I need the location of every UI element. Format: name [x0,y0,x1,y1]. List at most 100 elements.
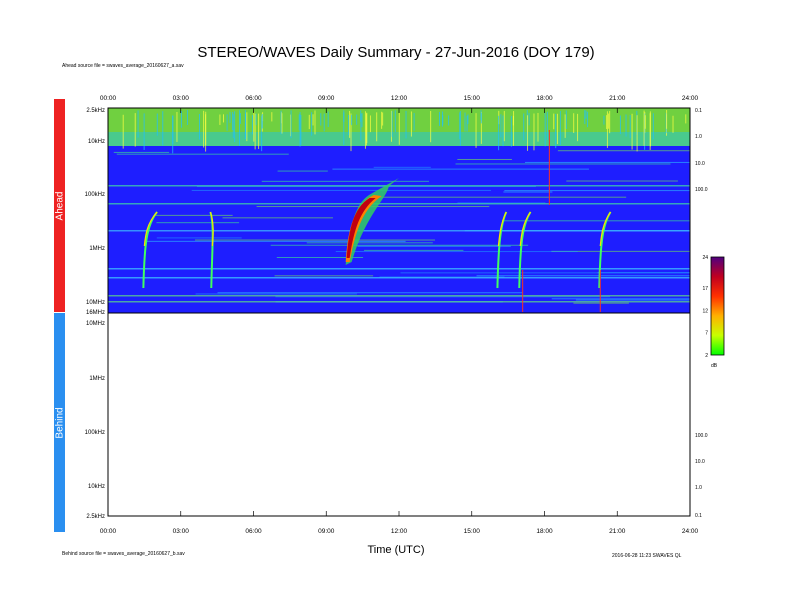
ahead-right-tick-label: 0.1 [695,108,702,114]
noise-line [176,112,178,142]
noise-line [245,114,247,140]
behind-right-tick-label: 10.0 [695,459,705,465]
noise-line [644,113,646,150]
noise-line [608,113,610,129]
noise-streak [195,239,435,241]
noise-line [467,114,469,125]
noise-line [464,112,466,132]
noise-streak [457,202,546,204]
noise-line [232,112,234,130]
noise-line [349,110,351,138]
x-tick-label-top: 12:00 [391,95,408,102]
noise-line [448,115,450,126]
behind-y-tick-label: 10kHz [88,484,105,490]
noise-line [376,112,378,142]
noise-streak [274,275,374,277]
noise-streak [113,151,170,153]
noise-line [556,113,558,145]
noise-streak [196,186,536,188]
noise-line [198,113,200,140]
noise-streak [551,298,690,300]
noise-streak [597,272,690,274]
x-tick-label-top: 09:00 [318,95,335,102]
ahead-y-tick-label: 1MHz [89,246,105,252]
frequency-band [108,301,690,303]
noise-line [398,112,400,145]
ahead-right-tick-label: 1.0 [695,134,702,140]
behind-y-tick-label: 1MHz [89,376,105,382]
noise-streak [332,168,589,170]
noise-line [290,110,292,139]
frequency-band [108,268,690,270]
ahead-vertical-noise [122,110,687,154]
noise-line [271,112,273,122]
noise-line [219,114,221,125]
noise-line [565,110,567,130]
noise-line [466,115,468,132]
ahead-y-tick-label: 16MHz [86,310,105,316]
noise-line [413,113,415,131]
noise-line [281,113,283,134]
noise-streak [222,217,333,219]
noise-streak [557,150,690,152]
noise-line [320,113,322,126]
x-tick-label-top: 18:00 [536,95,553,102]
noise-streak [501,220,690,222]
noise-line [348,114,350,136]
ahead-y-tick-label: 10kHz [88,139,105,145]
colorbar-unit: dB [711,363,718,369]
noise-streak [270,244,529,246]
ahead-radio-bursts [142,130,612,312]
noise-line [587,111,589,128]
noise-line [369,115,371,133]
burst-core [346,198,376,258]
behind-spectrogram [107,312,691,517]
frequency-band [108,185,690,187]
behind-y-tick-label: 10MHz [86,321,105,327]
noise-line [239,113,241,124]
noise-line [311,112,313,136]
page-title: STEREO/WAVES Daily Summary - 27-Jun-2016… [197,44,595,61]
noise-line [238,110,240,146]
noise-line [162,111,164,146]
noise-line [480,110,482,121]
noise-line [410,111,412,137]
noise-line [180,110,182,128]
noise-line [137,110,139,138]
ahead-right-tick-label: 100.0 [695,187,708,193]
noise-line [308,114,310,130]
noise-line [360,113,362,141]
noise-streak [457,158,512,160]
noise-line [573,113,575,133]
noise-line [475,113,477,148]
noise-line [513,111,515,146]
axes: 00:00 00:00 03:00 03:00 06:00 06:00 09:00 09:00… [85,95,708,535]
noise-line [172,115,174,144]
noise-streak [195,293,357,295]
behind-right-tick-label: 0.1 [695,513,702,519]
noise-streak [524,161,690,163]
noise-streak [364,249,464,251]
colorbar-tick-label: 2 [705,353,708,359]
noise-line [459,112,461,140]
noise-line [229,111,231,123]
noise-line [223,114,225,123]
x-tick-label-bottom: 09:00 [318,528,335,535]
noise-streak [551,250,690,252]
colorbar-tick-label: 12 [702,308,708,314]
noise-streak [261,180,429,182]
noise-line [364,111,366,149]
noise-line [343,112,345,122]
behind-y-tick-label: 100kHz [85,430,105,436]
x-tick-label-top: 15:00 [464,95,481,102]
noise-line [361,113,363,128]
ahead-spectrogram [107,107,691,314]
noise-line [405,110,407,139]
colorbar-tick-label: 17 [702,286,708,292]
noise-line [644,115,646,129]
noise-line [122,114,124,149]
noise-streak [357,245,511,247]
noise-line [625,114,627,137]
frequency-band [108,230,690,232]
burst-core [599,211,612,247]
